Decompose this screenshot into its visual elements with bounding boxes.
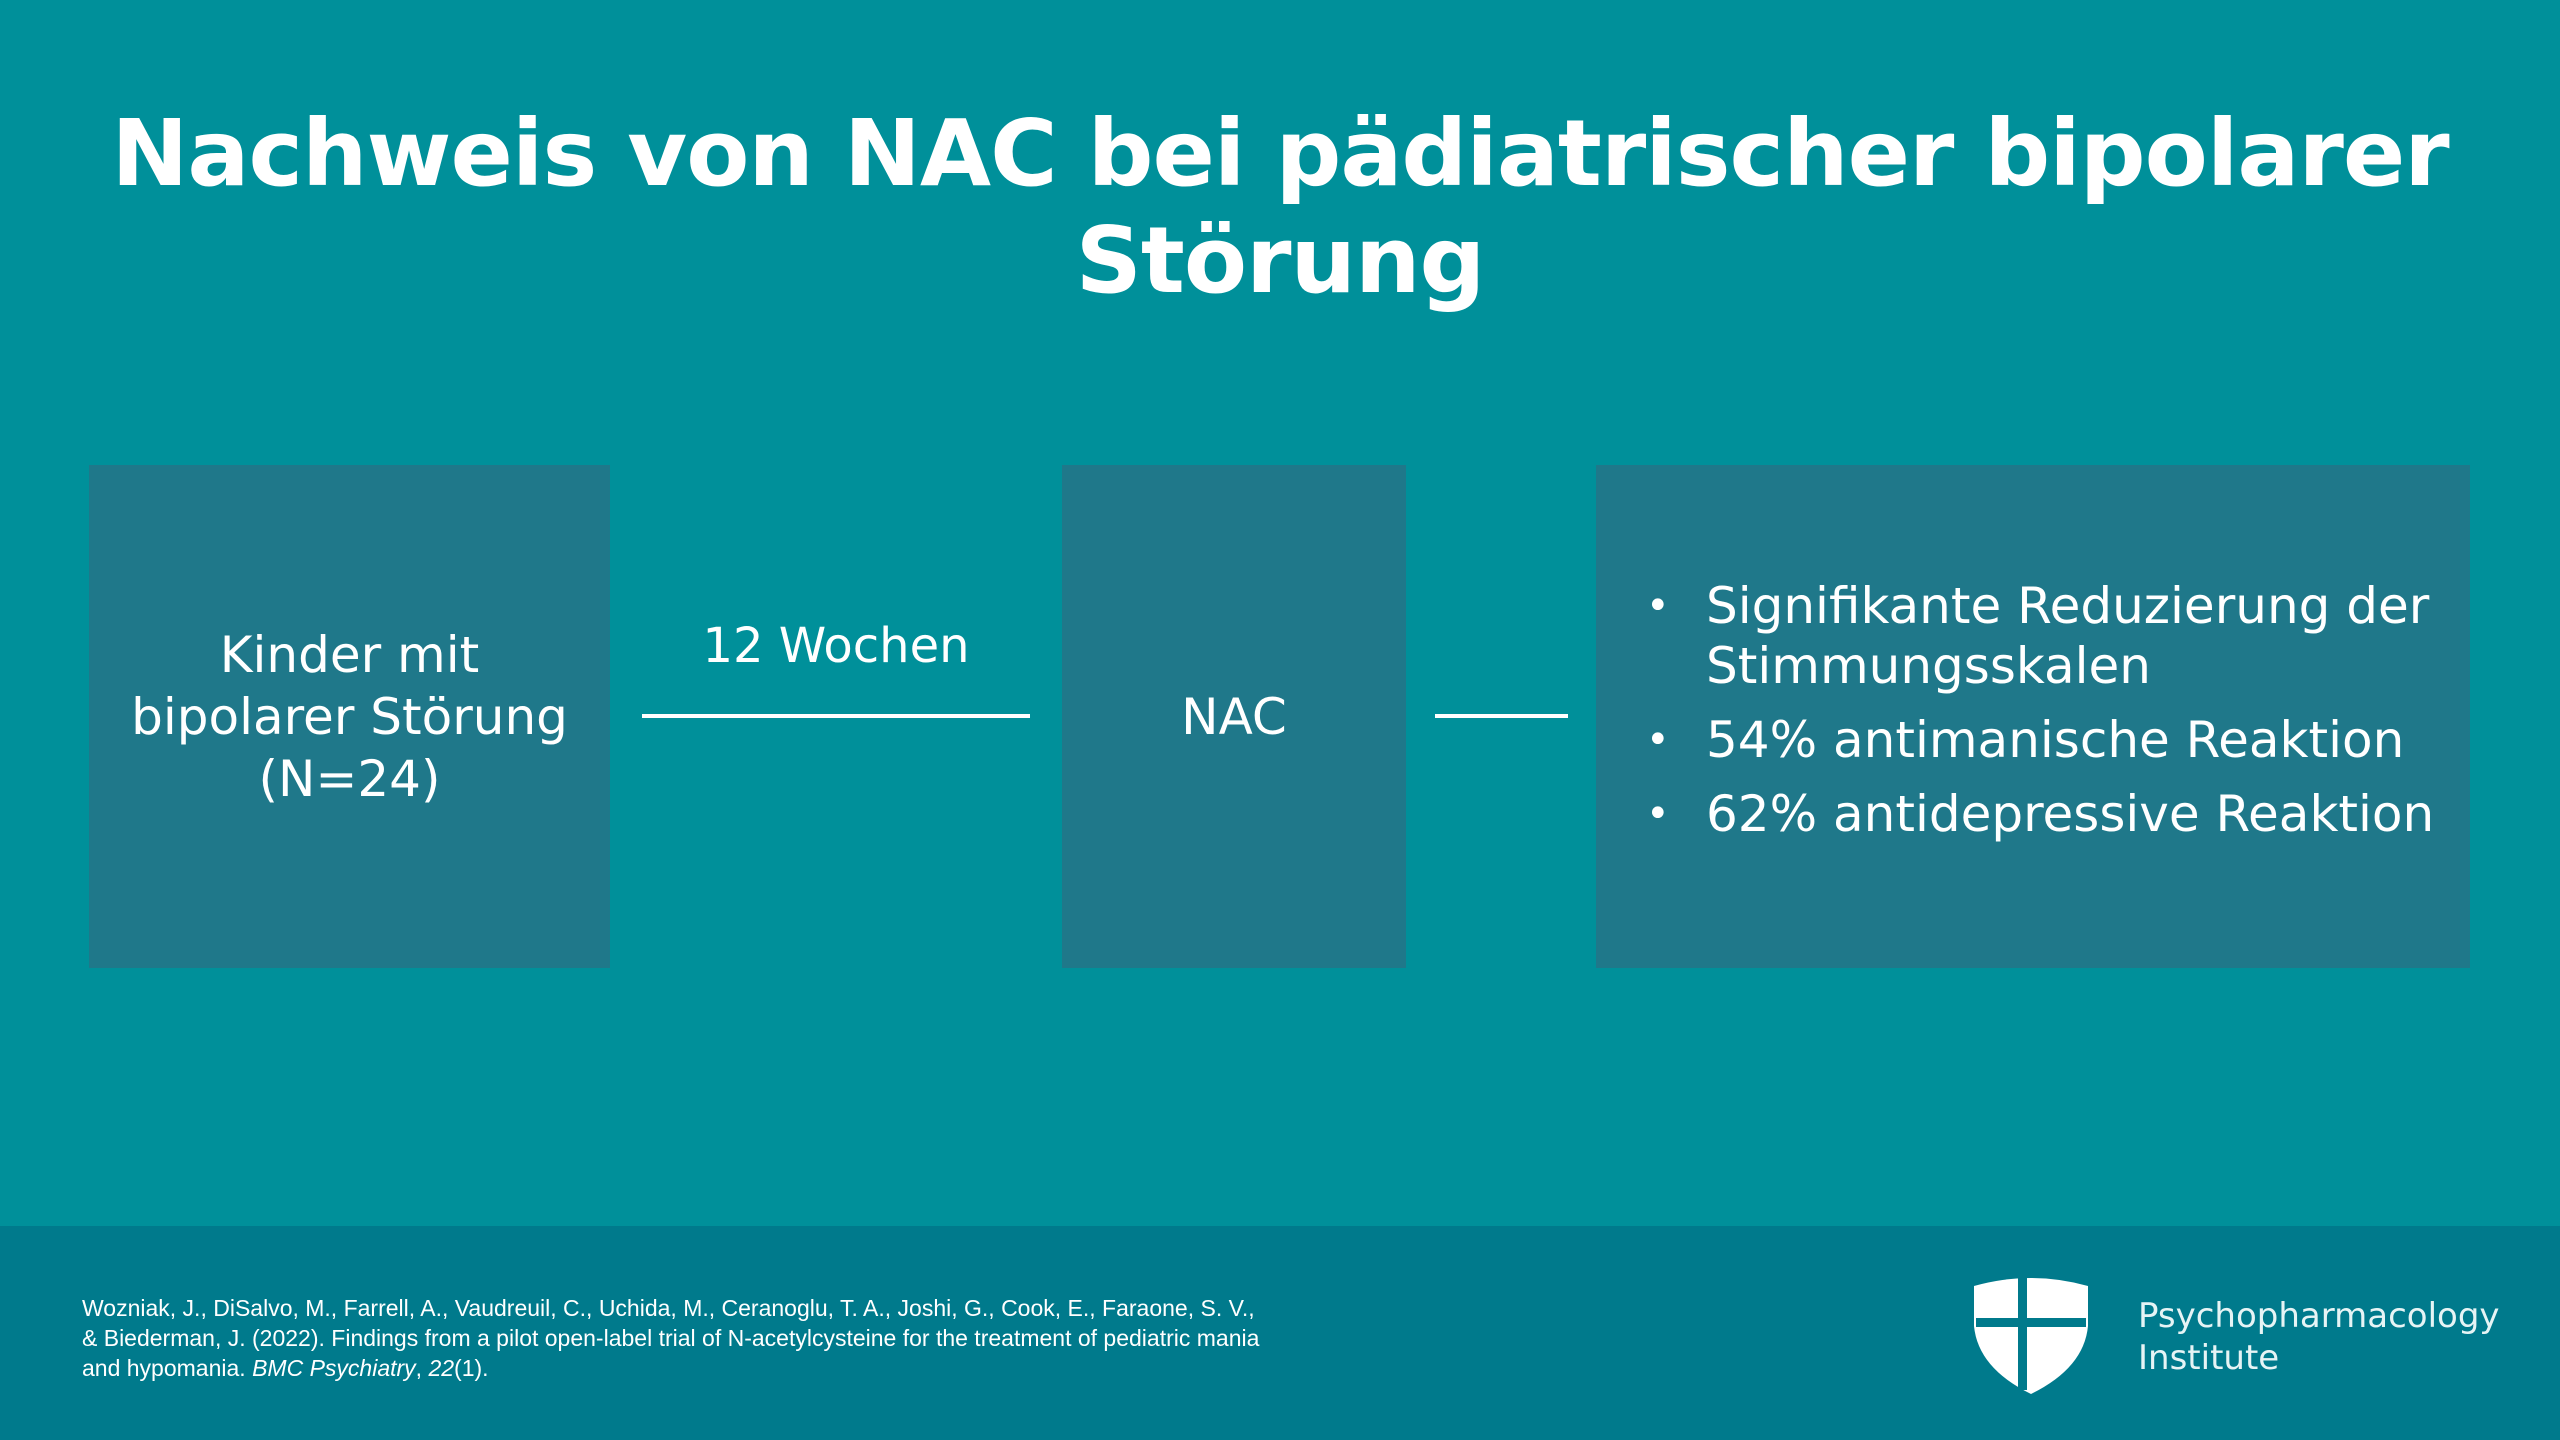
bullet-icon: •	[1646, 716, 1670, 763]
connector-line	[1435, 714, 1568, 718]
brand-line: Psychopharmacology	[2138, 1296, 2500, 1336]
citation-line: and hypomania. BMC Psychiatry, 22(1).	[82, 1353, 1422, 1383]
brand-name: Psychopharmacology Institute	[2138, 1295, 2500, 1379]
citation: Wozniak, J., DiSalvo, M., Farrell, A., V…	[82, 1293, 1422, 1383]
population-box: Kinder mit bipolarer Störung (N=24)	[89, 465, 610, 968]
connector-line	[642, 714, 1030, 718]
bullet-icon: •	[1646, 790, 1670, 837]
citation-separator: ,	[415, 1355, 429, 1381]
brand-line: Institute	[2138, 1338, 2280, 1378]
journal-volume: 22	[428, 1355, 455, 1381]
footer-bar	[0, 1226, 2560, 1440]
result-text: 62% antidepressive Reaktion	[1706, 784, 2435, 843]
citation-line: & Biederman, J. (2022). Findings from a …	[82, 1325, 1260, 1351]
journal-name: BMC Psychiatry	[252, 1355, 416, 1381]
intervention-label: NAC	[1181, 687, 1287, 746]
result-text: 54% antimanische Reaktion	[1706, 710, 2405, 769]
slide-title: Nachweis von NAC bei pädiatrischer bipol…	[111, 100, 2449, 314]
population-line: bipolarer Störung	[131, 687, 568, 746]
journal-issue: (1).	[454, 1355, 489, 1381]
population-line: (N=24)	[258, 749, 441, 808]
results-box: • Signifikante Reduzierung der Stimmungs…	[1596, 465, 2470, 968]
shield-icon	[1974, 1276, 2088, 1394]
duration-label: 12 Wochen	[702, 618, 970, 674]
citation-text: and hypomania.	[82, 1355, 253, 1381]
bullet-icon: •	[1646, 582, 1670, 629]
result-item: • 62% antidepressive Reaktion	[1636, 784, 2434, 844]
intervention-box: NAC	[1062, 465, 1406, 968]
result-text: Signifikante Reduzierung der	[1706, 576, 2430, 635]
result-item: • 54% antimanische Reaktion	[1636, 710, 2434, 770]
results-list: • Signifikante Reduzierung der Stimmungs…	[1596, 576, 2434, 858]
citation-line: Wozniak, J., DiSalvo, M., Farrell, A., V…	[82, 1295, 1255, 1321]
result-text: Stimmungsskalen	[1706, 636, 2151, 695]
result-item: • Signifikante Reduzierung der Stimmungs…	[1636, 576, 2434, 696]
population-line: Kinder mit	[219, 625, 480, 684]
